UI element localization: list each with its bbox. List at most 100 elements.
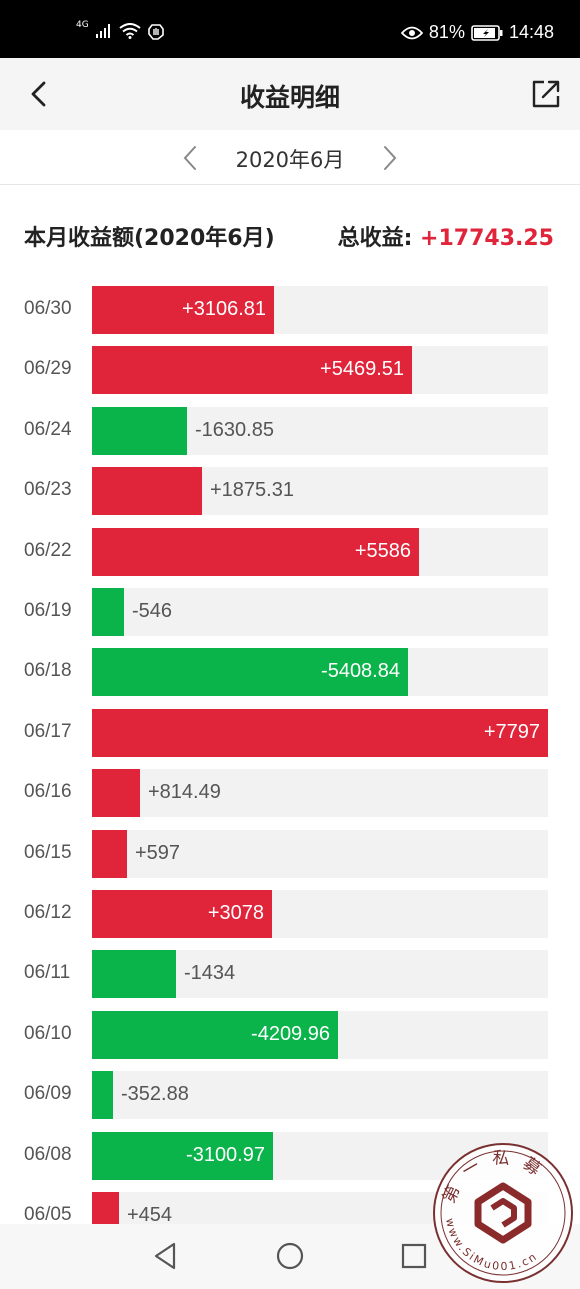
row-date-label: 06/09	[24, 1083, 72, 1104]
bar-value-label: -1630.85	[195, 419, 274, 441]
chart-row: 06/22 +5586	[0, 528, 580, 576]
network-label: 4G	[76, 20, 89, 30]
row-date-label: 06/11	[24, 962, 71, 983]
share-icon[interactable]	[530, 78, 562, 110]
daily-returns-chart: 06/30 +3106.81 06/29 +5469.51 06/24 -1630.85 0…	[0, 286, 580, 1224]
bar-track: +5469.51	[92, 346, 548, 394]
chart-row: 06/15 +597	[0, 830, 580, 878]
loss-bar	[92, 1071, 113, 1119]
gain-bar	[92, 1192, 119, 1224]
bar-track: +5586	[92, 528, 548, 576]
bar-track: -352.88	[92, 1071, 548, 1119]
row-date-label: 06/22	[24, 540, 72, 561]
bar-track: +7797	[92, 709, 548, 757]
loss-bar	[92, 648, 408, 696]
gain-bar	[92, 286, 274, 334]
bar-value-label: +454	[127, 1204, 173, 1224]
total-label: 总收益:	[337, 226, 413, 251]
chart-row: 06/11 -1434	[0, 950, 580, 998]
bar-track: -4209.96	[92, 1011, 548, 1059]
bar-track: -5408.84	[92, 648, 548, 696]
chart-row: 06/19 -546	[0, 588, 580, 636]
chart-row: 06/18 -5408.84	[0, 648, 580, 696]
status-left: 4G	[76, 20, 165, 40]
bar-value-label: +1875.31	[210, 479, 294, 501]
row-date-label: 06/05	[24, 1204, 72, 1224]
chart-row: 06/17 +7797	[0, 709, 580, 757]
wifi-icon	[119, 23, 141, 39]
chart-row: 06/23 +1875.31	[0, 467, 580, 515]
loss-bar	[92, 1011, 338, 1059]
bar-track: -1434	[92, 950, 548, 998]
row-date-label: 06/30	[24, 298, 72, 319]
bar-value-label: -5408.84	[321, 660, 400, 682]
gain-bar	[92, 830, 127, 878]
loss-bar	[92, 407, 187, 455]
title-bar: 收益明细	[0, 58, 580, 130]
status-bar: 4G 81% 14:48	[0, 0, 580, 58]
chart-row: 06/29 +5469.51	[0, 346, 580, 394]
bar-value-label: +597	[135, 842, 181, 864]
gain-bar	[92, 890, 272, 938]
bar-value-label: -352.88	[121, 1083, 189, 1105]
loss-bar	[92, 1132, 273, 1180]
row-date-label: 06/16	[24, 781, 72, 802]
next-month-chevron-right-icon[interactable]	[378, 144, 400, 172]
eye-icon	[400, 26, 423, 39]
chart-row: 06/30 +3106.81	[0, 286, 580, 334]
square-recent-icon[interactable]	[398, 1240, 430, 1272]
bar-value-label: +3078	[207, 902, 264, 924]
row-date-label: 06/15	[24, 842, 72, 863]
bar-track: -546	[92, 588, 548, 636]
bar-track: +597	[92, 830, 548, 878]
month-label[interactable]: 2020年6月	[235, 148, 345, 172]
loss-bar	[92, 588, 124, 636]
bar-track: +1875.31	[92, 467, 548, 515]
chart-row: 06/16 +814.49	[0, 769, 580, 817]
bar-value-label: -1434	[184, 962, 236, 984]
row-date-label: 06/12	[24, 902, 72, 923]
monthly-summary: 本月收益额(2020年6月) 总收益: +17743.25	[24, 220, 554, 252]
circle-home-icon[interactable]	[274, 1240, 306, 1272]
gain-bar	[92, 709, 548, 757]
row-date-label: 06/19	[24, 600, 72, 621]
month-selector: 2020年6月	[0, 130, 580, 185]
chevron-left-icon[interactable]	[24, 78, 56, 110]
bar-track: +814.49	[92, 769, 548, 817]
gain-bar	[92, 769, 140, 817]
bar-value-label: -3100.97	[186, 1144, 265, 1166]
bar-value-label: +7797	[483, 721, 540, 743]
gain-bar	[92, 467, 202, 515]
watermark-seal: 第一私募 www.SiMu001.cn	[433, 1143, 573, 1283]
chart-row: 06/24 -1630.85	[0, 407, 580, 455]
page-title: 收益明细	[239, 83, 340, 112]
chart-row: 06/10 -4209.96	[0, 1011, 580, 1059]
battery-percent: 81%	[428, 22, 465, 42]
row-date-label: 06/17	[24, 721, 72, 742]
row-date-label: 06/24	[24, 419, 72, 440]
battery-icon	[471, 24, 503, 41]
row-date-label: 06/29	[24, 358, 72, 379]
bar-value-label: +3106.81	[182, 298, 266, 320]
row-date-label: 06/10	[24, 1023, 72, 1044]
gain-bar	[92, 528, 419, 576]
chart-row: 06/09 -352.88	[0, 1071, 580, 1119]
bar-value-label: +5586	[354, 540, 411, 562]
bar-value-label: -546	[132, 600, 173, 622]
hand-icon	[147, 24, 164, 40]
row-date-label: 06/23	[24, 479, 72, 500]
gain-bar	[92, 346, 412, 394]
signal-icon	[95, 24, 110, 38]
loss-bar	[92, 950, 176, 998]
bar-track: +3106.81	[92, 286, 548, 334]
prev-month-chevron-left-icon[interactable]	[180, 144, 202, 172]
bar-value-label: +814.49	[148, 781, 221, 803]
bar-track: +3078	[92, 890, 548, 938]
bar-track: -1630.85	[92, 407, 548, 455]
total-value: +17743.25	[420, 226, 554, 251]
chart-row: 06/12 +3078	[0, 890, 580, 938]
triangle-back-icon[interactable]	[150, 1240, 182, 1272]
clock: 14:48	[508, 22, 554, 42]
total-return: 总收益: +17743.25	[338, 220, 554, 252]
summary-label: 本月收益额(2020年6月)	[24, 226, 275, 251]
